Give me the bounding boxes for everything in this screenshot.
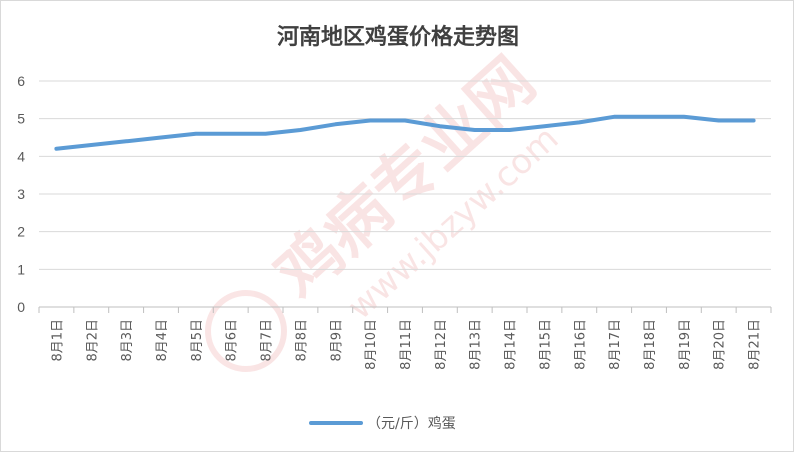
x-tick-label: 8月12日 bbox=[434, 319, 449, 370]
x-tick-label: 8月1日 bbox=[50, 319, 65, 362]
x-tick-label: 8月7日 bbox=[260, 319, 275, 362]
x-tick-label: 8月3日 bbox=[120, 319, 135, 362]
series-layer bbox=[54, 114, 756, 151]
x-tick-label: 8月10日 bbox=[364, 319, 379, 370]
y-tick-label: 6 bbox=[17, 73, 25, 89]
series-line-0 bbox=[54, 114, 756, 151]
y-tick-label: 1 bbox=[17, 261, 25, 277]
x-tick-label: 8月2日 bbox=[85, 319, 100, 362]
x-tick-label: 8月16日 bbox=[573, 319, 588, 370]
chart-title: 河南地区鸡蛋价格走势图 bbox=[277, 24, 519, 50]
x-tick-label: 8月20日 bbox=[713, 319, 728, 370]
x-tick-label: 8月8日 bbox=[294, 319, 309, 362]
y-tick-label: 2 bbox=[17, 224, 25, 240]
x-axis: 8月1日 8月2日 8月3日 8月4日 8月5日 8月6日 8月7日 8月8日 8月9日 8月10… bbox=[38, 306, 772, 370]
x-tick-label: 8月13日 bbox=[469, 319, 484, 370]
watermark-logo-circle bbox=[205, 290, 287, 372]
y-tick-label: 5 bbox=[17, 111, 25, 127]
x-tick-label: 8月21日 bbox=[748, 319, 763, 370]
x-tick-label: 8月5日 bbox=[190, 319, 205, 362]
x-tick-label: 8月15日 bbox=[538, 319, 553, 370]
x-tick-label: 8月18日 bbox=[643, 319, 658, 370]
legend: （元/斤）鸡蛋 bbox=[309, 415, 456, 432]
x-tick-label: 8月11日 bbox=[399, 319, 414, 370]
x-tick-label: 8月14日 bbox=[504, 319, 519, 370]
y-axis: 0 1 2 3 4 5 6 bbox=[17, 73, 25, 315]
x-tick-label: 8月19日 bbox=[678, 319, 693, 370]
y-tick-label: 4 bbox=[17, 148, 25, 164]
x-tick-label: 8月17日 bbox=[608, 319, 623, 370]
legend-label: （元/斤）鸡蛋 bbox=[367, 415, 456, 432]
x-tick-label: 8月6日 bbox=[225, 319, 240, 362]
y-tick-label: 3 bbox=[17, 186, 25, 202]
x-tick-label: 8月4日 bbox=[155, 319, 170, 362]
y-tick-label: 0 bbox=[17, 299, 25, 315]
x-tick-label: 8月9日 bbox=[329, 319, 344, 362]
